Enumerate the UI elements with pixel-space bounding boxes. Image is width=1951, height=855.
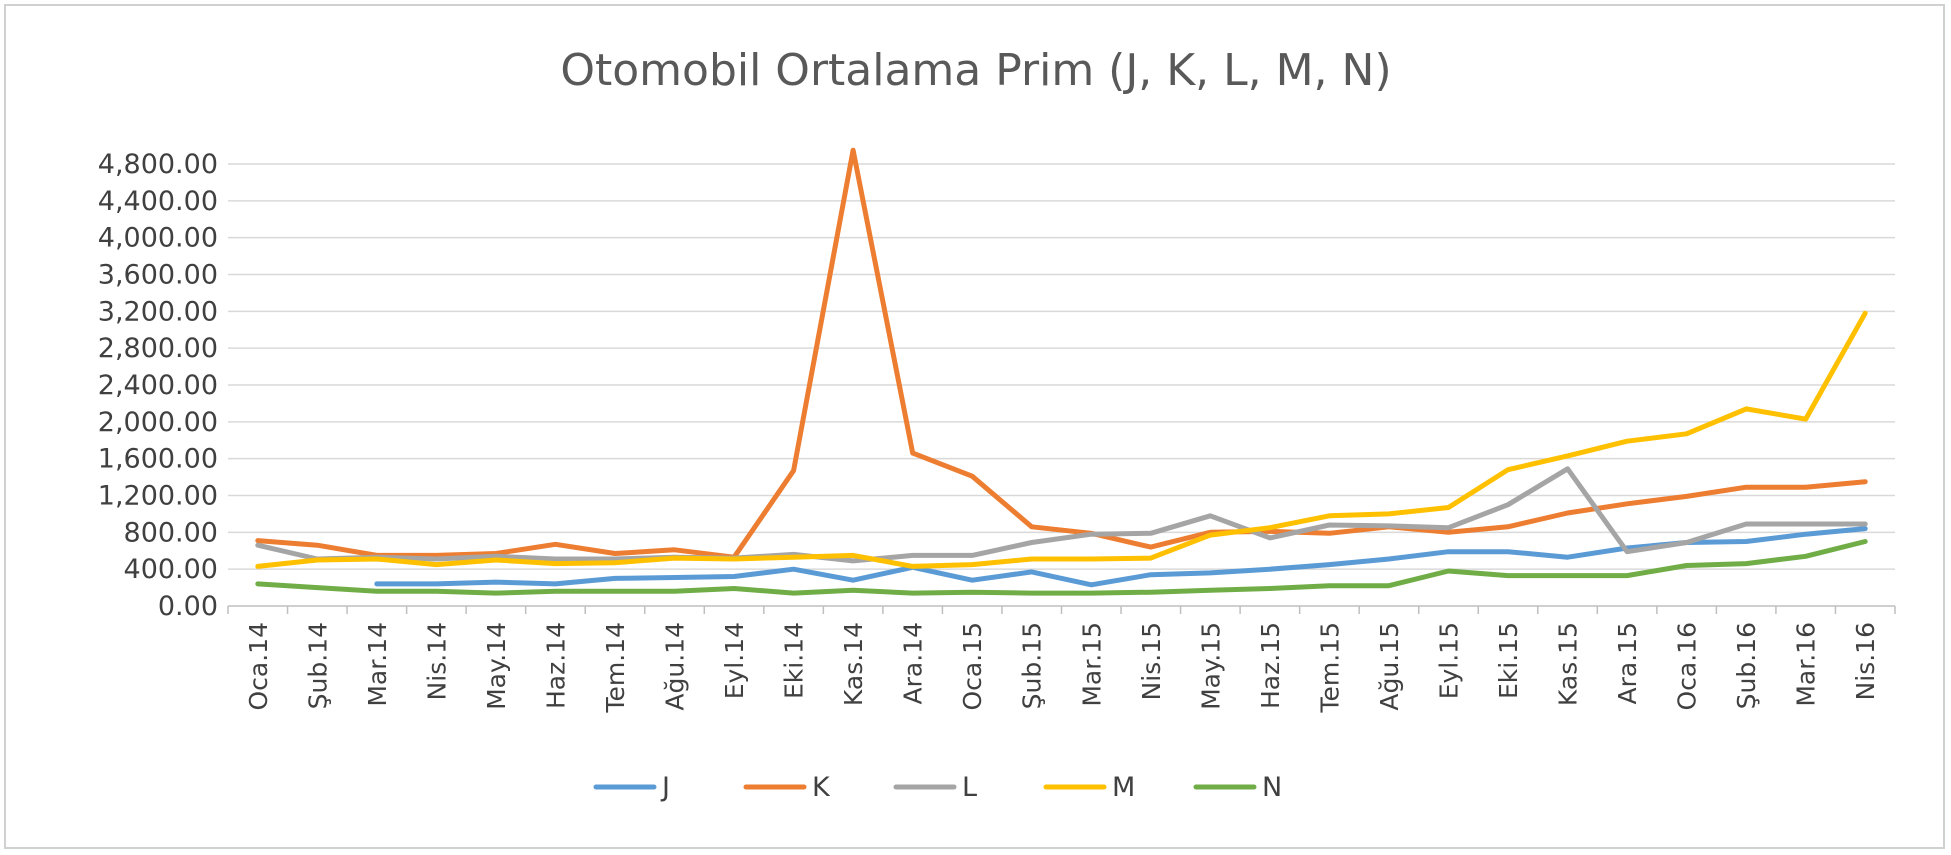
x-tick-label: Tem.15 bbox=[1315, 622, 1344, 714]
y-tick-label: 0.00 bbox=[158, 591, 218, 622]
x-tick-label: Mar.16 bbox=[1792, 622, 1821, 707]
x-tick-label: Haz.14 bbox=[541, 622, 570, 709]
chart-title: Otomobil Ortalama Prim (J, K, L, M, N) bbox=[560, 45, 1391, 96]
axes: 0.00 400.00 800.00 1,200.00 1,600.00 2,000.00… bbox=[98, 149, 1896, 714]
y-tick-label: 4,000.00 bbox=[98, 223, 218, 254]
legend-label-l: L bbox=[962, 772, 977, 803]
legend-label-k: K bbox=[812, 772, 831, 803]
x-tick-label: Ara.15 bbox=[1613, 622, 1642, 704]
y-tick-label: 1,600.00 bbox=[98, 444, 218, 475]
series-line-l bbox=[255, 466, 1868, 564]
y-tick-label: 2,400.00 bbox=[98, 370, 218, 401]
x-tick-label: Oca.15 bbox=[958, 622, 987, 711]
y-tick-label: 3,200.00 bbox=[98, 296, 218, 327]
x-tick-label: May.14 bbox=[482, 622, 511, 710]
y-tick-label: 4,400.00 bbox=[98, 186, 218, 217]
gridlines bbox=[228, 163, 1895, 570]
x-tick-label: Oca.14 bbox=[244, 622, 273, 711]
x-tick-label: Eyl.14 bbox=[720, 622, 749, 699]
x-tick-label: Tem.14 bbox=[601, 622, 630, 714]
x-tick-label: Ara.14 bbox=[899, 622, 928, 704]
y-tick-label: 1,200.00 bbox=[98, 481, 218, 512]
x-tick-label: Nis.14 bbox=[422, 622, 451, 700]
x-tick-label: Eyl.15 bbox=[1434, 622, 1463, 699]
legend: J K L M N bbox=[593, 772, 1282, 803]
x-tick-label: Mar.14 bbox=[363, 622, 392, 707]
x-tick-label: Nis.16 bbox=[1851, 622, 1880, 700]
legend-label-j: J bbox=[660, 772, 670, 803]
series-line-j bbox=[374, 526, 1868, 588]
x-tick-label: Eki.15 bbox=[1494, 622, 1523, 699]
x-tick-label: May.15 bbox=[1196, 622, 1225, 710]
x-tick-label: Oca.16 bbox=[1673, 622, 1702, 711]
x-tick-label: Mar.15 bbox=[1077, 622, 1106, 707]
y-tick-label: 2,800.00 bbox=[98, 333, 218, 364]
series-lines bbox=[255, 147, 1868, 596]
y-tick-label: 2,000.00 bbox=[98, 407, 218, 438]
y-tick-label: 400.00 bbox=[124, 554, 218, 585]
x-tick-label: Nis.15 bbox=[1137, 622, 1166, 700]
x-tick-label: Eki.14 bbox=[780, 622, 809, 699]
y-tick-label: 800.00 bbox=[124, 517, 218, 548]
y-tick-label: 4,800.00 bbox=[98, 149, 218, 180]
legend-label-m: M bbox=[1112, 772, 1135, 803]
x-tick-label: Şub.15 bbox=[1018, 622, 1047, 709]
x-tick-label: Kas.14 bbox=[839, 622, 868, 706]
x-tick-label: Şub.14 bbox=[303, 622, 332, 709]
x-tick-label: Ağu.14 bbox=[661, 622, 690, 711]
x-tick-label: Şub.16 bbox=[1732, 622, 1761, 709]
series-line-m bbox=[255, 310, 1868, 569]
chart-frame bbox=[4, 4, 1945, 849]
y-tick-label: 3,600.00 bbox=[98, 260, 218, 291]
legend-label-n: N bbox=[1262, 772, 1282, 803]
x-tick-label: Haz.15 bbox=[1256, 622, 1285, 709]
x-tick-label: Kas.15 bbox=[1554, 622, 1583, 706]
series-line-n bbox=[255, 539, 1868, 596]
x-tick-label: Ağu.15 bbox=[1375, 622, 1404, 711]
